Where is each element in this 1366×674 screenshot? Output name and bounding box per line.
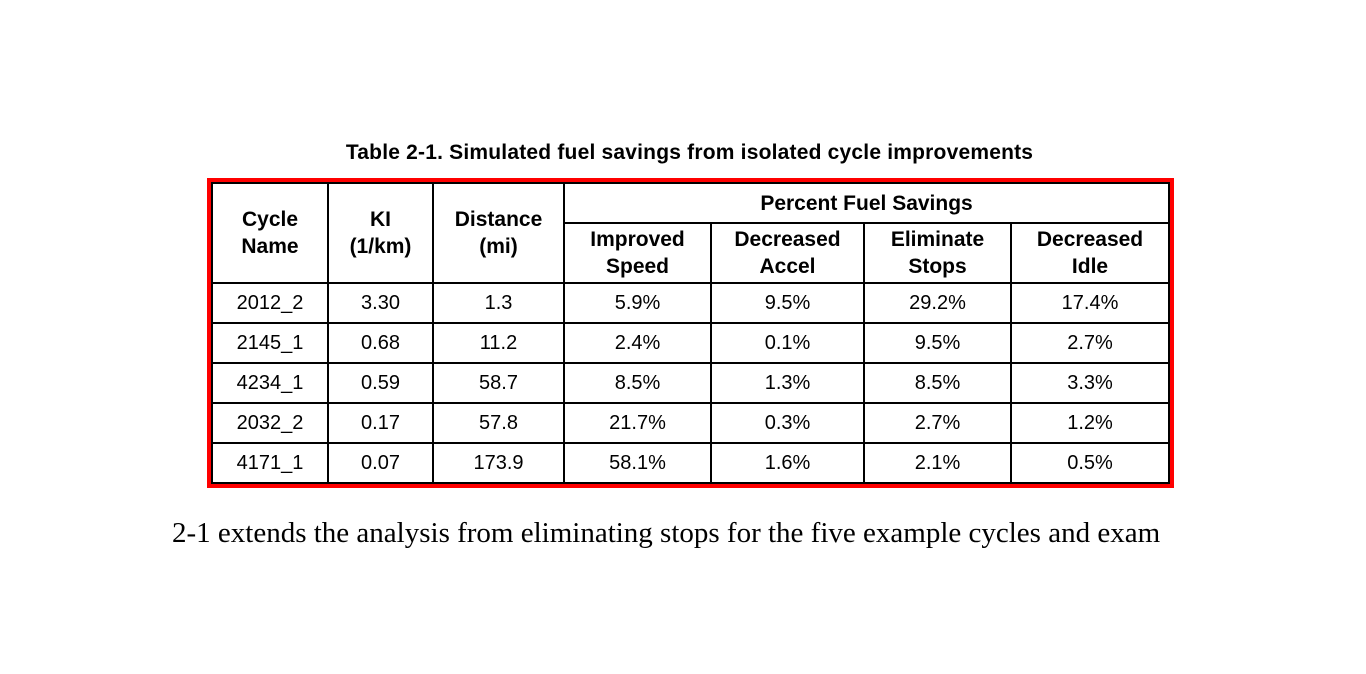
header-line: Stops: [908, 255, 967, 278]
cell-ki: 0.59: [327, 362, 434, 404]
cell-distance: 11.2: [432, 322, 565, 364]
cell-improved-speed: 2.4%: [563, 322, 712, 364]
header-line: Improved: [590, 228, 685, 251]
cell-decreased-accel: 1.3%: [710, 362, 865, 404]
cell-decreased-idle: 17.4%: [1009, 282, 1171, 324]
cell-distance: 1.3: [432, 282, 565, 324]
cell-eliminate-stops: 8.5%: [863, 362, 1012, 404]
cell-improved-speed: 8.5%: [563, 362, 712, 404]
cell-distance: 173.9: [432, 442, 565, 484]
cell-eliminate-stops: 29.2%: [863, 282, 1012, 324]
header-row-sub: Improved Speed Decreased Accel Eliminate…: [212, 222, 1171, 284]
cell-distance: 58.7: [432, 362, 565, 404]
cell-improved-speed: 21.7%: [563, 402, 712, 444]
col-header-ki: KI (1/km): [327, 182, 434, 284]
cell-distance: 57.8: [432, 402, 565, 444]
cell-ki: 3.30: [327, 282, 434, 324]
header-line: Accel: [759, 255, 816, 278]
header-row-group: Cycle Name KI (1/km) Distance (mi) Perce…: [211, 182, 1171, 284]
col-header-decreased-accel: Decreased Accel: [710, 222, 865, 284]
col-header-decreased-idle: Decreased Idle: [1009, 222, 1171, 284]
header-line: Idle: [1071, 255, 1109, 278]
cell-improved-speed: 5.9%: [563, 282, 712, 324]
cell-ki: 0.68: [327, 322, 434, 364]
header-line: Decreased: [1036, 228, 1144, 251]
cell-decreased-idle: 2.7%: [1009, 322, 1171, 364]
header-line: Decreased: [734, 228, 841, 251]
table-red-frame: Cycle Name KI (1/km) Distance (mi) Perce…: [207, 178, 1175, 488]
col-header-eliminate-stops: Eliminate Stops: [863, 222, 1012, 284]
col-header-improved-speed: Improved Speed: [563, 222, 712, 284]
body-text-line: 2-1 extends the analysis from eliminatin…: [172, 517, 1161, 549]
header-line: (1/km): [349, 235, 412, 258]
header-line: (mi): [479, 235, 518, 258]
header-line: Distance: [454, 208, 543, 231]
cell-cycle-name: 2145_1: [211, 322, 329, 364]
cell-cycle-name: 2012_2: [211, 282, 329, 324]
cell-decreased-accel: 0.1%: [710, 322, 865, 364]
cell-decreased-idle: 3.3%: [1009, 362, 1171, 404]
header-line: Eliminate: [890, 228, 985, 251]
col-header-distance: Distance (mi): [432, 182, 565, 284]
cell-eliminate-stops: 2.1%: [863, 442, 1012, 484]
col-header-cycle-name: Cycle Name: [211, 182, 329, 284]
cell-ki: 0.07: [327, 442, 434, 484]
fuel-savings-table: Cycle Name KI (1/km) Distance (mi) Perce…: [211, 182, 1171, 484]
cell-ki: 0.17: [327, 402, 434, 444]
header-line: Name: [241, 235, 299, 258]
cell-cycle-name: 2032_2: [211, 402, 329, 444]
table-caption: Table 2-1. Simulated fuel savings from i…: [345, 141, 1034, 164]
cell-decreased-idle: 0.5%: [1009, 442, 1171, 484]
cell-decreased-accel: 0.3%: [710, 402, 865, 444]
table-row: 4234_1 0.59 58.7 8.5% 1.3% 8.5% 3.3%: [211, 362, 1171, 404]
table-row: 4171_1 0.07 173.9 58.1% 1.6% 2.1% 0.5%: [211, 442, 1171, 484]
table-row: 2145_1 0.68 11.2 2.4% 0.1% 9.5% 2.7%: [211, 322, 1171, 364]
table-row: 2012_2 3.30 1.3 5.9% 9.5% 29.2% 17.4%: [211, 282, 1171, 324]
col-group-header-percent-fuel-savings: Percent Fuel Savings: [562, 182, 1171, 224]
cell-cycle-name: 4171_1: [211, 442, 329, 484]
table-row: 2032_2 0.17 57.8 21.7% 0.3% 2.7% 1.2%: [211, 402, 1171, 444]
header-line: KI: [370, 208, 391, 231]
header-line: Cycle: [241, 208, 299, 231]
cell-improved-speed: 58.1%: [563, 442, 712, 484]
cell-decreased-accel: 1.6%: [710, 442, 865, 484]
cell-eliminate-stops: 9.5%: [863, 322, 1012, 364]
header-line: Speed: [605, 255, 670, 278]
cell-cycle-name: 4234_1: [211, 362, 329, 404]
cell-decreased-idle: 1.2%: [1009, 402, 1171, 444]
cell-decreased-accel: 9.5%: [710, 282, 865, 324]
cell-eliminate-stops: 2.7%: [863, 402, 1012, 444]
